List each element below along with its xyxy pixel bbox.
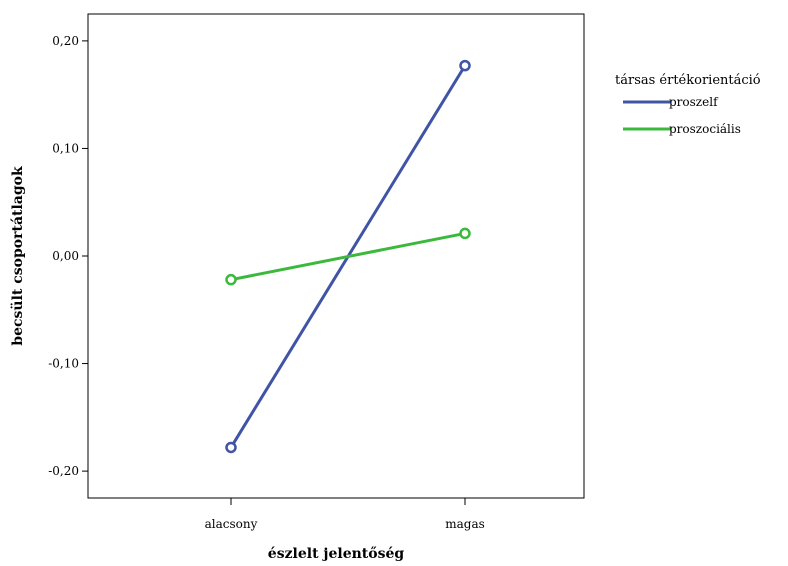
y-tick-label: 0,00 [52,249,79,263]
legend-label: proszelf [669,95,719,109]
x-axis: alacsony magas [205,498,485,531]
legend: társas értékorientáció proszelf proszociá… [615,73,761,136]
x-tick-label: alacsony [205,517,258,531]
data-point [225,273,237,286]
legend-title: társas értékorientáció [615,73,761,88]
x-axis-title: észlelt jelentőség [268,546,405,562]
y-axis: 0,20 0,10 0,00 -0,10 -0,20 [48,34,88,478]
series-line-1 [230,231,466,282]
data-point [225,441,237,454]
y-tick-label: 0,10 [52,141,79,155]
y-axis-title: becsült csoportátlagok [10,166,26,346]
legend-items: proszelf proszociális [623,95,741,136]
y-tick-label: -0,10 [48,357,79,371]
legend-label: proszociális [669,122,741,136]
x-tick-label: magas [445,517,485,531]
y-tick-label: 0,20 [52,34,79,48]
y-tick-label: -0,20 [48,464,79,478]
data-point [459,59,471,72]
plot-area [87,13,585,499]
series-layer [225,59,471,454]
data-point [459,227,471,240]
